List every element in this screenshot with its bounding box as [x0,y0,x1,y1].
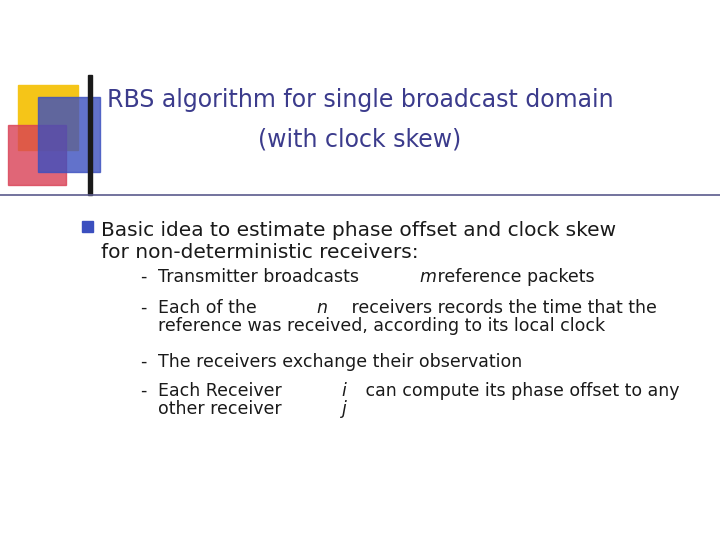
Bar [38,97,100,172]
Text: m: m [419,268,436,286]
Text: Transmitter broadcasts: Transmitter broadcasts [158,268,364,286]
Text: Each of the: Each of the [158,299,262,317]
Text: -: - [140,353,146,371]
Text: Each Receiver: Each Receiver [158,382,287,400]
Bar [18,85,78,150]
Text: RBS algorithm for single broadcast domain: RBS algorithm for single broadcast domai… [107,88,613,112]
Text: (with clock skew): (with clock skew) [258,128,462,152]
Text: The receivers exchange their observation: The receivers exchange their observation [158,353,522,371]
Text: can compute its phase offset to any: can compute its phase offset to any [360,382,679,400]
Text: j: j [341,400,346,418]
Bar [8,125,66,185]
Text: receivers records the time that the: receivers records the time that the [346,299,657,317]
Text: reference was received, according to its local clock: reference was received, according to its… [158,317,605,335]
Text: for non-deterministic receivers:: for non-deterministic receivers: [101,243,418,262]
Text: i: i [342,382,346,400]
Bar [82,221,93,232]
Text: other receiver: other receiver [158,400,287,418]
Bar [88,75,92,195]
Text: reference packets: reference packets [431,268,594,286]
Text: -: - [140,382,146,400]
Text: -: - [140,268,146,286]
Text: n: n [317,299,328,317]
Text: Basic idea to estimate phase offset and clock skew: Basic idea to estimate phase offset and … [101,221,616,240]
Text: -: - [140,299,146,317]
